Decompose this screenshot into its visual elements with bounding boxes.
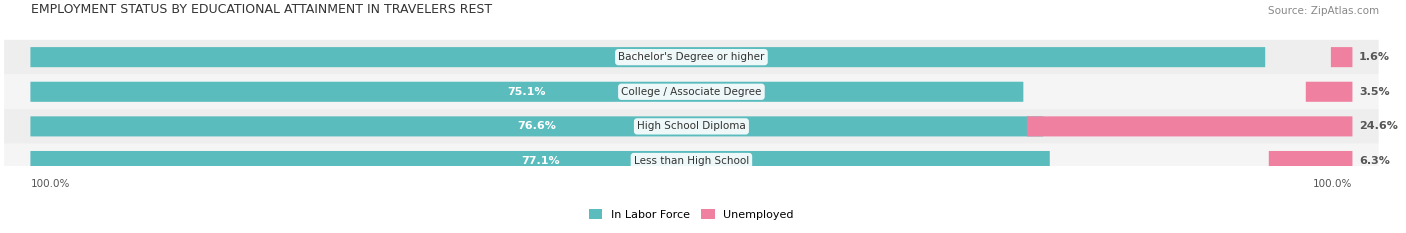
FancyBboxPatch shape <box>31 82 1024 102</box>
Text: 1.6%: 1.6% <box>1358 52 1391 62</box>
FancyBboxPatch shape <box>4 109 1379 144</box>
FancyBboxPatch shape <box>31 116 1043 137</box>
Text: EMPLOYMENT STATUS BY EDUCATIONAL ATTAINMENT IN TRAVELERS REST: EMPLOYMENT STATUS BY EDUCATIONAL ATTAINM… <box>31 3 492 16</box>
Text: 6.3%: 6.3% <box>1358 156 1389 166</box>
FancyBboxPatch shape <box>31 47 1265 67</box>
FancyBboxPatch shape <box>1026 116 1353 137</box>
Text: 76.6%: 76.6% <box>517 121 557 131</box>
Text: 77.1%: 77.1% <box>520 156 560 166</box>
FancyBboxPatch shape <box>4 40 1379 75</box>
FancyBboxPatch shape <box>1306 82 1353 102</box>
Text: 3.5%: 3.5% <box>1358 87 1389 97</box>
Legend: In Labor Force, Unemployed: In Labor Force, Unemployed <box>589 209 794 220</box>
Text: Source: ZipAtlas.com: Source: ZipAtlas.com <box>1268 6 1379 16</box>
Text: 100.0%: 100.0% <box>31 179 70 189</box>
Text: 24.6%: 24.6% <box>1358 121 1398 131</box>
FancyBboxPatch shape <box>4 144 1379 178</box>
Text: 100.0%: 100.0% <box>1313 179 1353 189</box>
Text: College / Associate Degree: College / Associate Degree <box>621 87 762 97</box>
FancyBboxPatch shape <box>1268 151 1353 171</box>
FancyBboxPatch shape <box>31 151 1050 171</box>
Text: Less than High School: Less than High School <box>634 156 749 166</box>
FancyBboxPatch shape <box>4 75 1379 109</box>
FancyBboxPatch shape <box>1331 47 1353 67</box>
Text: Bachelor's Degree or higher: Bachelor's Degree or higher <box>619 52 765 62</box>
Text: High School Diploma: High School Diploma <box>637 121 745 131</box>
Text: 75.1%: 75.1% <box>508 87 546 97</box>
Text: 93.4%: 93.4% <box>628 52 668 62</box>
